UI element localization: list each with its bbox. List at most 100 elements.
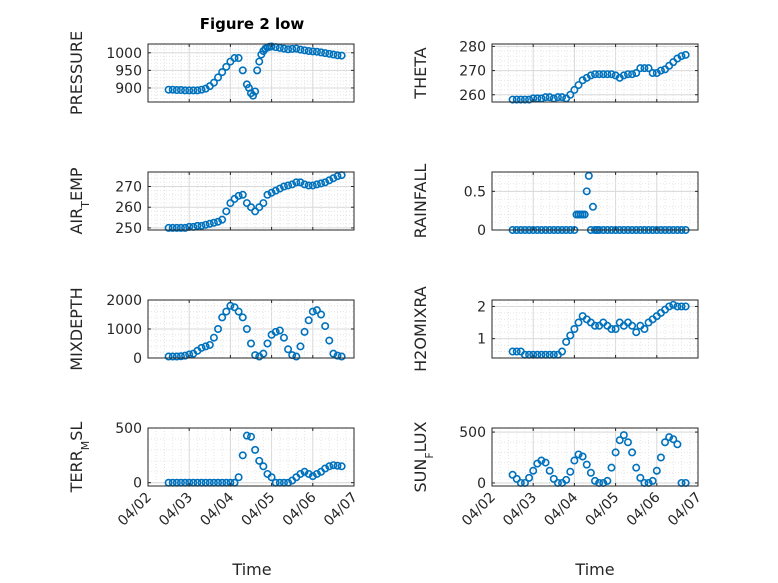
data-point [284, 181, 293, 190]
data-point [632, 328, 641, 337]
data-point [681, 302, 690, 311]
data-point [541, 93, 550, 102]
data-point [333, 461, 342, 470]
x-axis-label-left: Time [231, 560, 271, 579]
data-point [644, 64, 653, 73]
x-tick-label: 04/07 [665, 490, 705, 530]
data-point [661, 438, 670, 447]
data-point [632, 69, 641, 78]
data-point [590, 70, 599, 79]
data-point [234, 54, 243, 63]
data-point [267, 473, 276, 482]
panel-theta: 260 270 280 THETA [411, 39, 699, 104]
data-point [234, 191, 243, 200]
y-axis-label: AIRTEMP [67, 167, 92, 234]
x-tick-label: 04/05 [239, 490, 279, 530]
data-point [168, 352, 177, 361]
data-point [296, 469, 305, 478]
y-tick-label: 0.5 [464, 184, 486, 200]
data-point [172, 352, 181, 361]
data-point [325, 176, 334, 185]
data-point [636, 64, 645, 73]
data-point [230, 303, 239, 312]
y-axis-label: RAINFALL [411, 164, 430, 239]
data-point [197, 85, 206, 94]
data-point [284, 345, 293, 354]
y-tick-label: 2 [477, 299, 486, 315]
data-point [164, 352, 173, 361]
x-tick-label: 04/07 [321, 490, 361, 530]
data-point [607, 70, 616, 79]
y-axis-label: TERRMSL [67, 422, 92, 494]
data-point [623, 438, 632, 447]
data-point [580, 210, 589, 219]
figure-title: Figure 2 low [200, 15, 305, 33]
data-point [259, 462, 268, 471]
data-point [673, 440, 682, 449]
data-point [574, 318, 583, 327]
x-tick-label: 04/04 [197, 489, 237, 529]
panel-terr-msl: 0 500 04/02 04/03 04/04 04/05 04/06 04/07 TERRMS… [67, 421, 361, 529]
data-point [578, 452, 587, 461]
data-point [238, 313, 247, 322]
data-point [525, 95, 534, 104]
data-point [205, 340, 214, 349]
data-point [249, 91, 258, 100]
data-point [632, 463, 641, 472]
data-point [238, 190, 247, 199]
data-point [566, 331, 575, 340]
data-point [520, 95, 529, 104]
data-point [247, 339, 256, 348]
data-point [586, 468, 595, 477]
data-point [582, 187, 591, 196]
data-point [288, 44, 297, 53]
y-tick-label: 500 [459, 425, 486, 441]
data-point [296, 178, 305, 187]
data-point [681, 50, 690, 59]
data-point [189, 86, 198, 95]
data-point [588, 202, 597, 211]
data-point [325, 336, 334, 345]
data-point [619, 71, 628, 80]
data-point [611, 324, 620, 333]
data-point [570, 456, 579, 465]
data-point [308, 307, 317, 316]
data-point [648, 69, 657, 78]
data-point [201, 220, 210, 229]
data-point [205, 219, 214, 228]
data-point [271, 327, 280, 336]
data-point [218, 68, 227, 77]
data-point [628, 70, 637, 79]
x-tick-label: 04/02 [459, 490, 499, 530]
data-point [300, 46, 309, 55]
data-point [337, 352, 346, 361]
data-point [677, 52, 686, 61]
data-point [176, 352, 185, 361]
data-point [584, 171, 593, 180]
data-point [333, 51, 342, 60]
data-point [164, 85, 173, 94]
data-point [516, 95, 525, 104]
panel-rainfall: 0 0.5 RAINFALL [411, 164, 699, 239]
data-point [263, 339, 272, 348]
data-point [570, 85, 579, 94]
data-point [181, 223, 190, 232]
data-point [288, 180, 297, 189]
data-point [665, 433, 674, 442]
y-tick-label: 0 [477, 223, 486, 239]
y-tick-label: 0 [477, 476, 486, 492]
data-point [312, 180, 321, 189]
plot-area [148, 428, 354, 486]
data-point [325, 49, 334, 58]
data-point [512, 95, 521, 104]
data-point [669, 300, 678, 309]
axes-box [491, 299, 699, 359]
data-point [172, 86, 181, 95]
data-point [329, 349, 338, 358]
data-point [677, 302, 686, 311]
data-point [230, 54, 239, 63]
data-point [251, 445, 260, 454]
y-axis-label: MIXDEPTH [67, 287, 86, 370]
data-point [267, 188, 276, 197]
